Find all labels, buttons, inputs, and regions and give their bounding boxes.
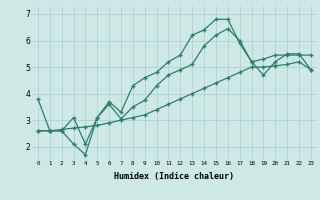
X-axis label: Humidex (Indice chaleur): Humidex (Indice chaleur) xyxy=(115,172,234,181)
